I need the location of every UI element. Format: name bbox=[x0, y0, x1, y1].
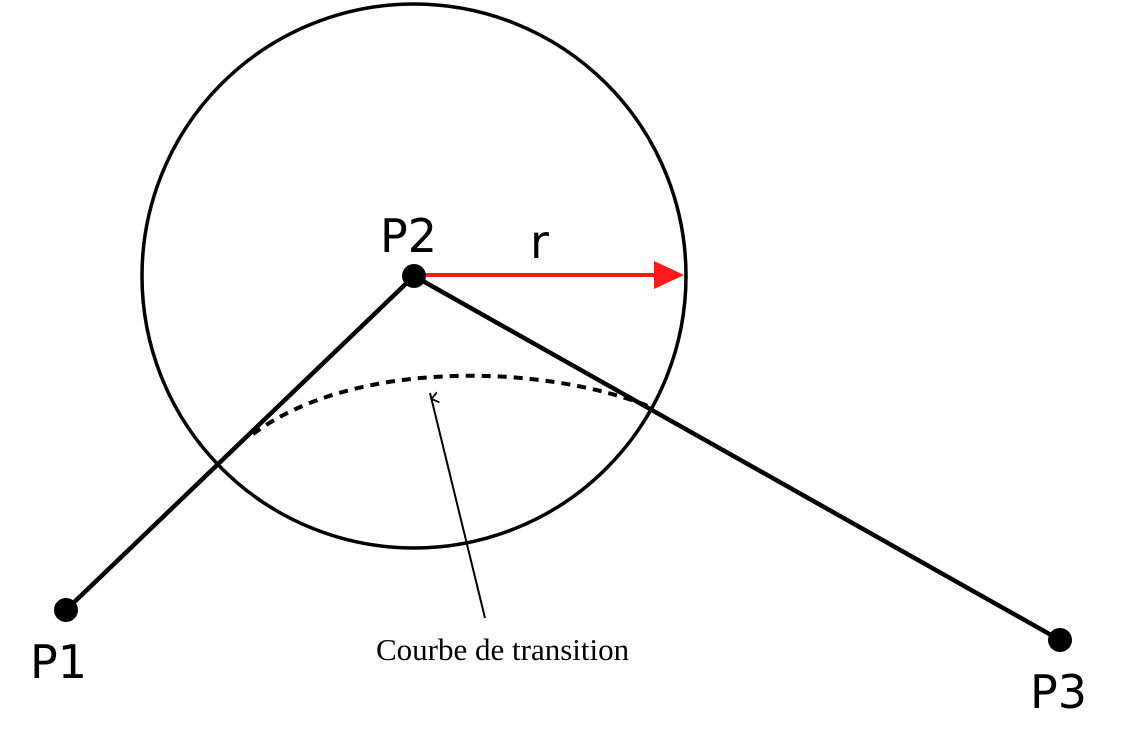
label-transition-curve: Courbe de transition bbox=[376, 632, 630, 667]
circle bbox=[140, 2, 688, 550]
point-p3 bbox=[1048, 628, 1072, 652]
label-p2: P2 bbox=[380, 209, 437, 263]
point-p2 bbox=[402, 264, 426, 288]
transition-curve bbox=[251, 373, 649, 436]
point-p1 bbox=[54, 598, 78, 622]
curve-pointer-arrow bbox=[429, 393, 486, 619]
label-p1: P1 bbox=[30, 635, 87, 689]
radius-arrowhead bbox=[654, 261, 684, 289]
label-radius: r bbox=[530, 215, 549, 269]
segment-p2-p3 bbox=[411, 273, 1063, 643]
label-p3: P3 bbox=[1030, 665, 1087, 719]
segment-p1-p2 bbox=[63, 273, 417, 613]
